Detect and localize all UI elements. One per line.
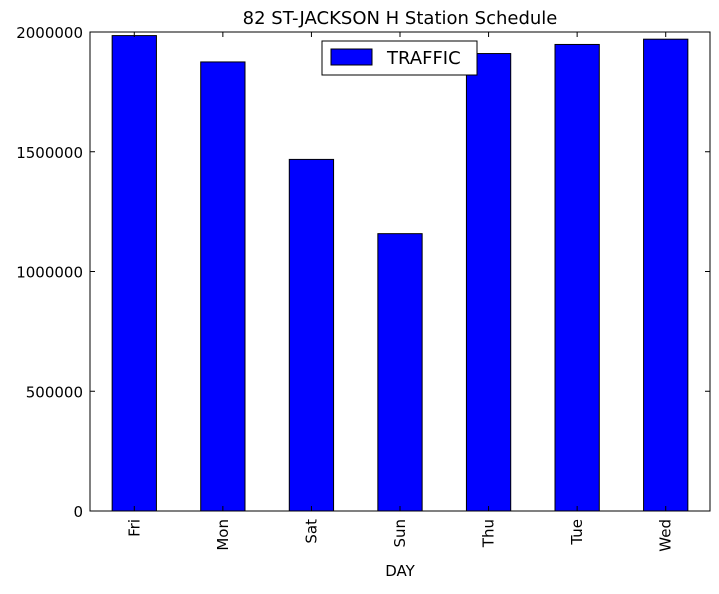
- bar-wed: [643, 38, 689, 512]
- bar-mon: [200, 61, 246, 512]
- plot-frame: [89, 31, 711, 512]
- y-tick-label: 500000: [26, 383, 83, 401]
- x-tick-label-fri: Fri: [125, 519, 143, 537]
- x-tick-label-tue: Tue: [568, 519, 586, 546]
- legend: TRAFFIC: [321, 40, 478, 76]
- bar-sun: [377, 233, 423, 512]
- x-axis-label: DAY: [385, 562, 415, 580]
- legend-swatch-traffic: [330, 48, 373, 66]
- legend-label-traffic: TRAFFIC: [386, 48, 461, 69]
- y-tick-label: 1000000: [16, 264, 83, 282]
- bars-layer: [111, 35, 689, 512]
- chart-title: 82 ST-JACKSON H Station Schedule: [243, 8, 558, 29]
- y-tick-label: 1500000: [16, 144, 83, 162]
- bar-sat: [288, 158, 335, 512]
- y-tick-label: 0: [73, 503, 83, 521]
- x-tick-label-wed: Wed: [657, 519, 675, 552]
- x-tick-label-sun: Sun: [391, 519, 409, 548]
- x-tick-label-mon: Mon: [214, 519, 232, 551]
- ticks-layer: Fri Mon Sat Sun Thu Tue Wed 0 500000 1000000 15000…: [16, 24, 710, 552]
- bar-fri: [111, 35, 157, 512]
- bar-thu: [465, 53, 512, 512]
- bar-tue: [554, 43, 600, 512]
- y-tick-label: 2000000: [16, 24, 83, 42]
- x-tick-label-sat: Sat: [302, 519, 320, 544]
- x-tick-label-thu: Thu: [480, 519, 498, 548]
